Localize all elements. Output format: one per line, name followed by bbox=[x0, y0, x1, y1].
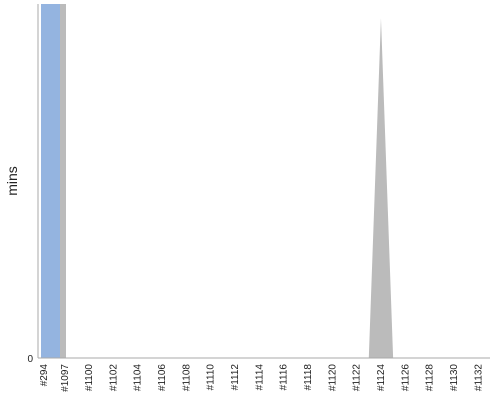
x-tick-label: #1104 bbox=[133, 364, 144, 392]
tick-labels: 0 #294 #1097 #1100 #1102 #1104 #1106 #1108 #1110… bbox=[27, 354, 484, 392]
x-tick-label: #1120 bbox=[327, 364, 338, 392]
x-tick-label: #294 bbox=[39, 364, 50, 387]
x-tick-label: #1114 bbox=[254, 364, 265, 391]
axes bbox=[37, 4, 490, 359]
plot-area bbox=[41, 4, 479, 358]
series-area-1 bbox=[41, 4, 479, 358]
x-tick-label: #1108 bbox=[181, 364, 192, 392]
x-tick-label: #1100 bbox=[84, 364, 95, 392]
x-tick-label: #1112 bbox=[230, 364, 241, 391]
x-tick-label: #1128 bbox=[425, 364, 436, 392]
y-axis-label: mins bbox=[4, 166, 20, 196]
x-tick-label: #1126 bbox=[400, 364, 411, 392]
y-tick-label: 0 bbox=[27, 354, 33, 365]
x-tick-label: #1130 bbox=[449, 364, 460, 392]
series-area-2 bbox=[41, 4, 479, 358]
x-tick-label: #1122 bbox=[352, 364, 363, 392]
x-tick-label: #1097 bbox=[60, 364, 71, 392]
x-tick-label: #1102 bbox=[108, 364, 119, 392]
x-tick-label: #1116 bbox=[279, 364, 290, 391]
x-tick-label: #1106 bbox=[157, 364, 168, 392]
x-tick-label: #1110 bbox=[206, 364, 217, 391]
x-tick-label: #1124 bbox=[376, 364, 387, 392]
x-tick-label: #1132 bbox=[473, 364, 484, 392]
x-tick-label: #1118 bbox=[303, 364, 314, 391]
